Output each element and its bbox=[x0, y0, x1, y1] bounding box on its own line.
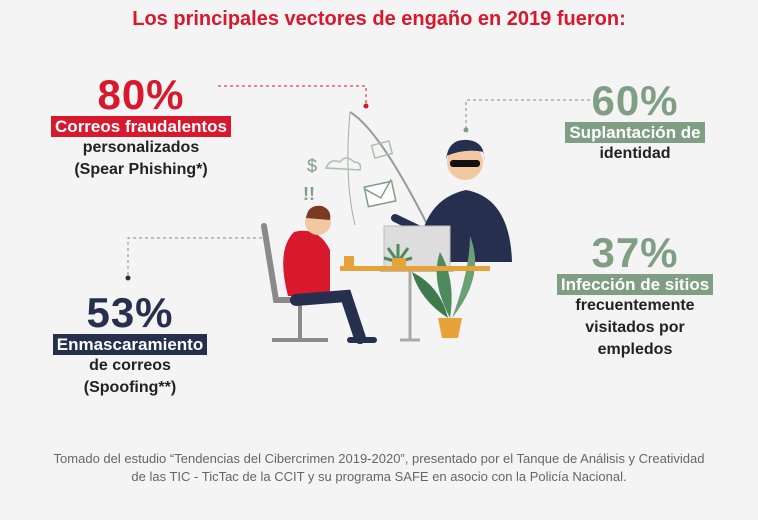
hacker-figure bbox=[391, 139, 512, 262]
stat-highlight: Infección de sitios bbox=[556, 274, 714, 295]
cloud-icon bbox=[324, 157, 362, 171]
stat-spear-phishing: 80% Correos fraudalentos personalizados … bbox=[36, 74, 246, 181]
dollar-icon: $ bbox=[307, 156, 317, 176]
stat-suplantacion: 60% Suplantación de identidad bbox=[540, 80, 730, 165]
fishing-rod bbox=[349, 111, 431, 231]
source-footnote: Tomado del estudio “Tendencias del Ciber… bbox=[53, 451, 705, 484]
stat-description-line2: (Spear Phishing*) bbox=[74, 161, 208, 178]
exclamation-icon: !! bbox=[303, 184, 315, 204]
stat-infeccion-sitios: 37% Infección de sitios frecuentemente v… bbox=[540, 232, 730, 361]
fishing-line bbox=[347, 111, 356, 226]
leader-line-53 bbox=[127, 237, 262, 276]
stat-percent: 60% bbox=[591, 77, 679, 124]
desk bbox=[340, 256, 490, 342]
stat-highlight: Enmascaramiento bbox=[52, 334, 208, 355]
stat-highlight: Correos fraudalentos bbox=[51, 116, 231, 137]
stat-percent: 53% bbox=[86, 289, 174, 336]
stat-percent: 37% bbox=[591, 229, 679, 276]
stat-spoofing: 53% Enmascaramiento de correos (Spoofing… bbox=[32, 292, 228, 399]
stat-highlight: Suplantación de bbox=[565, 122, 705, 143]
leader-line-80 bbox=[218, 85, 367, 104]
stat-description-line1: personalizados bbox=[82, 139, 200, 156]
stat-description-line3: empledos bbox=[597, 341, 673, 358]
infographic-title: Los principales vectores de engaño en 20… bbox=[132, 8, 626, 30]
stat-percent: 80% bbox=[97, 71, 185, 118]
desk-plant bbox=[383, 244, 413, 268]
envelope-icon bbox=[370, 139, 394, 160]
victim-figure bbox=[261, 205, 377, 344]
stat-description-line1: frecuentemente bbox=[575, 297, 695, 314]
stat-description-line1: de correos bbox=[89, 357, 171, 374]
stat-description-line2: (Spoofing**) bbox=[83, 379, 177, 396]
stat-description-line2: visitados por bbox=[585, 319, 685, 336]
stat-description-line1: identidad bbox=[599, 145, 671, 162]
mail-icon bbox=[363, 178, 397, 208]
